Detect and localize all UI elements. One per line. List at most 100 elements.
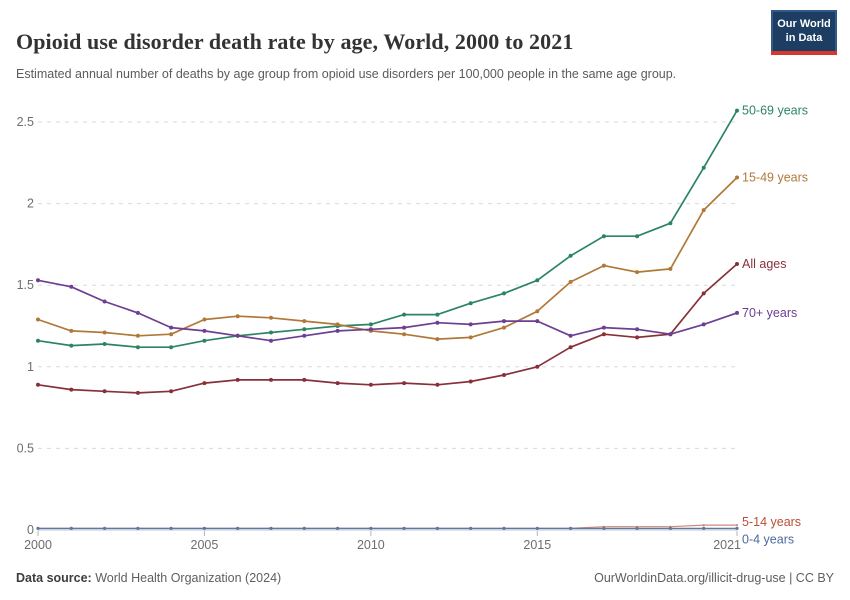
- series-label-all-ages[interactable]: All ages: [742, 257, 786, 271]
- data-point: [169, 332, 174, 337]
- data-point: [69, 526, 73, 531]
- data-point: [202, 328, 207, 333]
- data-point: [735, 175, 739, 180]
- data-point: [702, 524, 705, 527]
- data-point: [502, 319, 506, 324]
- data-point: [735, 526, 739, 531]
- data-source-label: Data source:: [16, 571, 92, 585]
- data-point: [502, 373, 506, 377]
- data-point: [535, 364, 540, 369]
- data-point: [135, 345, 140, 350]
- data-point: [635, 327, 640, 332]
- data-point: [302, 377, 307, 382]
- data-point: [102, 342, 107, 346]
- page-subtitle: Estimated annual number of deaths by age…: [16, 66, 677, 81]
- data-source: Data source: World Health Organization (…: [16, 571, 281, 585]
- data-point: [235, 333, 240, 338]
- data-point: [202, 381, 207, 386]
- series-line-50-69-years[interactable]: [37, 109, 738, 349]
- x-axis-tick-label: 2010: [357, 538, 385, 552]
- data-point: [568, 253, 573, 258]
- data-point: [702, 526, 706, 531]
- data-point: [568, 333, 573, 338]
- owid-logo-accent-bar: [771, 50, 837, 55]
- data-point: [668, 266, 673, 271]
- data-point: [335, 322, 340, 327]
- data-point: [269, 377, 273, 382]
- credit-link[interactable]: OurWorldinData.org/illicit-drug-use | CC…: [594, 571, 834, 585]
- data-point: [668, 526, 673, 531]
- y-axis-tick-label: 0.5: [17, 441, 34, 455]
- data-point: [435, 320, 440, 325]
- x-axis-tick-label: 2015: [523, 538, 551, 552]
- data-point: [668, 221, 673, 226]
- data-point: [735, 310, 739, 315]
- data-point: [102, 389, 107, 394]
- data-point: [135, 310, 140, 315]
- data-point: [701, 208, 706, 213]
- series-line-70-years[interactable]: [37, 279, 738, 342]
- owid-logo-text: Our World in Data: [771, 10, 837, 51]
- data-point: [169, 526, 173, 531]
- data-point: [69, 284, 74, 289]
- data-point: [535, 278, 540, 283]
- data-point: [535, 526, 539, 531]
- y-axis-tick-label: 1: [27, 360, 34, 374]
- data-point: [701, 322, 706, 327]
- data-point: [601, 325, 606, 330]
- data-point: [135, 333, 140, 338]
- data-point: [435, 526, 439, 531]
- data-point: [202, 338, 207, 343]
- data-point: [601, 234, 606, 239]
- series-line-all-ages[interactable]: [37, 263, 738, 394]
- data-point: [668, 332, 673, 337]
- data-point: [635, 335, 640, 340]
- data-point: [469, 526, 473, 531]
- data-point: [535, 309, 540, 314]
- series-line-15-49-years[interactable]: [37, 176, 738, 340]
- data-point: [169, 345, 174, 350]
- data-point: [368, 382, 373, 387]
- data-point: [136, 526, 140, 531]
- data-point: [169, 389, 174, 394]
- data-point: [36, 382, 40, 387]
- data-point: [69, 328, 74, 333]
- x-axis-tick-label: 2005: [191, 538, 219, 552]
- data-point: [235, 314, 240, 319]
- data-point: [402, 325, 407, 330]
- data-point: [535, 319, 540, 324]
- chart-footer: Data source: World Health Organization (…: [16, 570, 834, 586]
- y-axis-tick-label: 0: [27, 523, 34, 537]
- data-point: [701, 291, 706, 296]
- data-point: [435, 312, 440, 317]
- x-axis-tick-label: 2021: [713, 538, 741, 552]
- data-point: [368, 327, 373, 332]
- series-label-70-years[interactable]: 70+ years: [742, 306, 797, 320]
- data-point: [602, 526, 606, 531]
- series-label-50-69-years[interactable]: 50-69 years: [742, 104, 808, 118]
- series-label-0-4-years[interactable]: 0-4 years: [742, 532, 794, 546]
- data-point: [402, 526, 406, 531]
- series-label-5-14-years[interactable]: 5-14 years: [742, 515, 801, 529]
- series-label-15-49-years[interactable]: 15-49 years: [742, 170, 808, 184]
- data-point: [568, 345, 573, 350]
- data-point: [335, 328, 340, 333]
- data-point: [269, 330, 273, 335]
- data-point: [36, 526, 40, 531]
- data-point: [601, 332, 606, 337]
- data-point: [435, 337, 440, 342]
- data-point: [569, 526, 573, 531]
- data-point: [302, 333, 307, 338]
- data-point: [369, 526, 373, 531]
- data-point: [435, 382, 440, 387]
- data-point: [69, 343, 74, 348]
- owid-logo[interactable]: Our World in Data: [771, 10, 837, 55]
- data-point: [302, 327, 307, 332]
- data-point: [735, 262, 739, 266]
- data-point: [269, 338, 273, 343]
- data-point: [36, 338, 40, 343]
- data-point: [402, 381, 407, 386]
- data-point: [135, 390, 140, 395]
- data-point: [502, 526, 506, 531]
